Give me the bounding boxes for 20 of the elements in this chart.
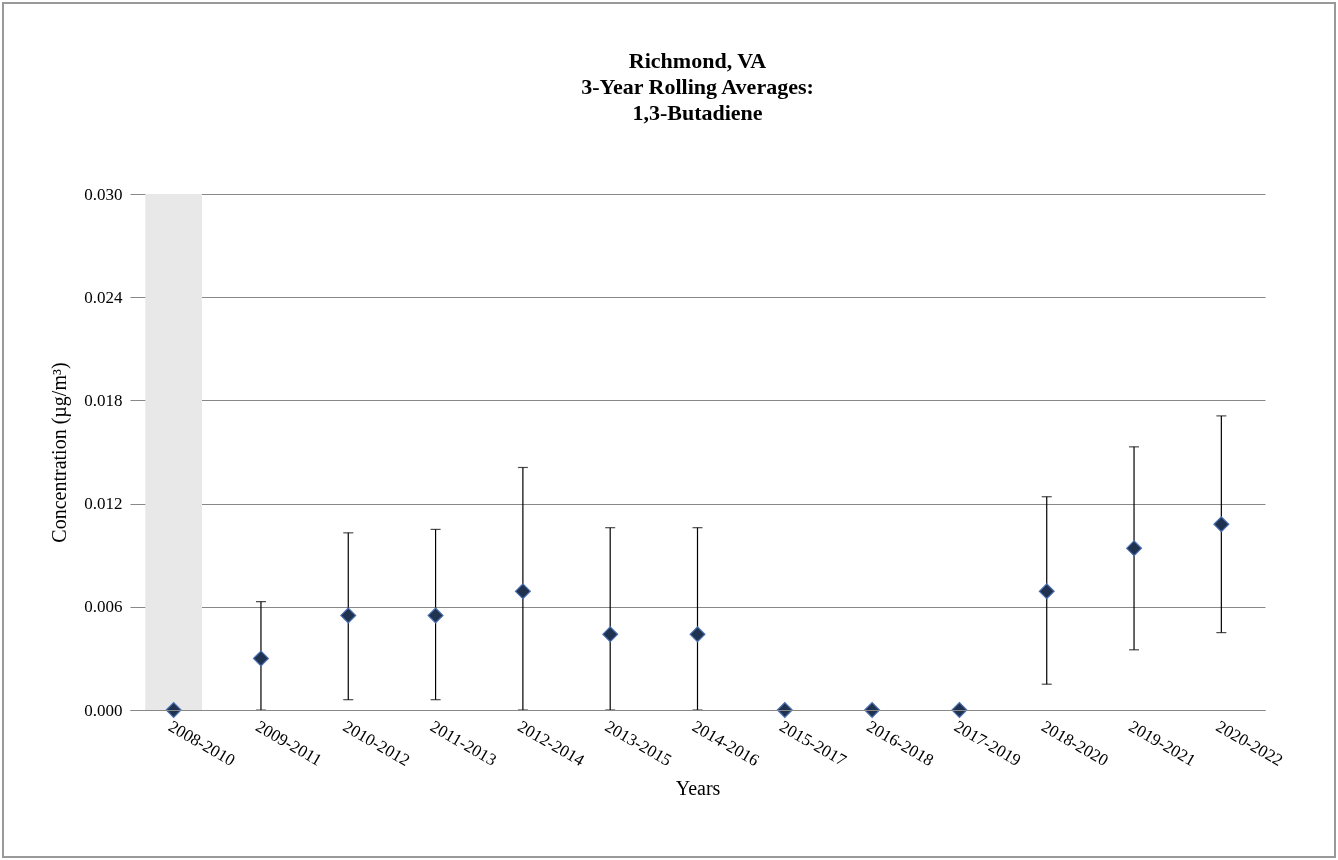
point	[1126, 540, 1143, 557]
y-tick-label: 0.012	[84, 494, 123, 514]
point	[602, 626, 619, 643]
point	[340, 607, 357, 624]
y-tick-label: 0.030	[84, 184, 123, 204]
point	[252, 650, 269, 667]
point	[689, 626, 706, 643]
point	[864, 701, 881, 719]
x-axis-title: Years	[675, 777, 721, 800]
point	[1038, 583, 1055, 600]
y-tick-label: 0.018	[84, 390, 123, 410]
point	[514, 583, 531, 600]
y-tick-label: 0.000	[84, 700, 123, 720]
point	[427, 607, 444, 624]
y-tick-label: 0.006	[84, 597, 123, 617]
y-tick-label: 0.024	[84, 287, 123, 307]
point	[1213, 516, 1230, 533]
y-axis-title: Concentration (µg/m³)	[48, 362, 72, 543]
chart-title: Richmond, VA 3-Year Rolling Averages: 1,3-Butadiene	[581, 48, 814, 125]
point	[776, 701, 793, 719]
